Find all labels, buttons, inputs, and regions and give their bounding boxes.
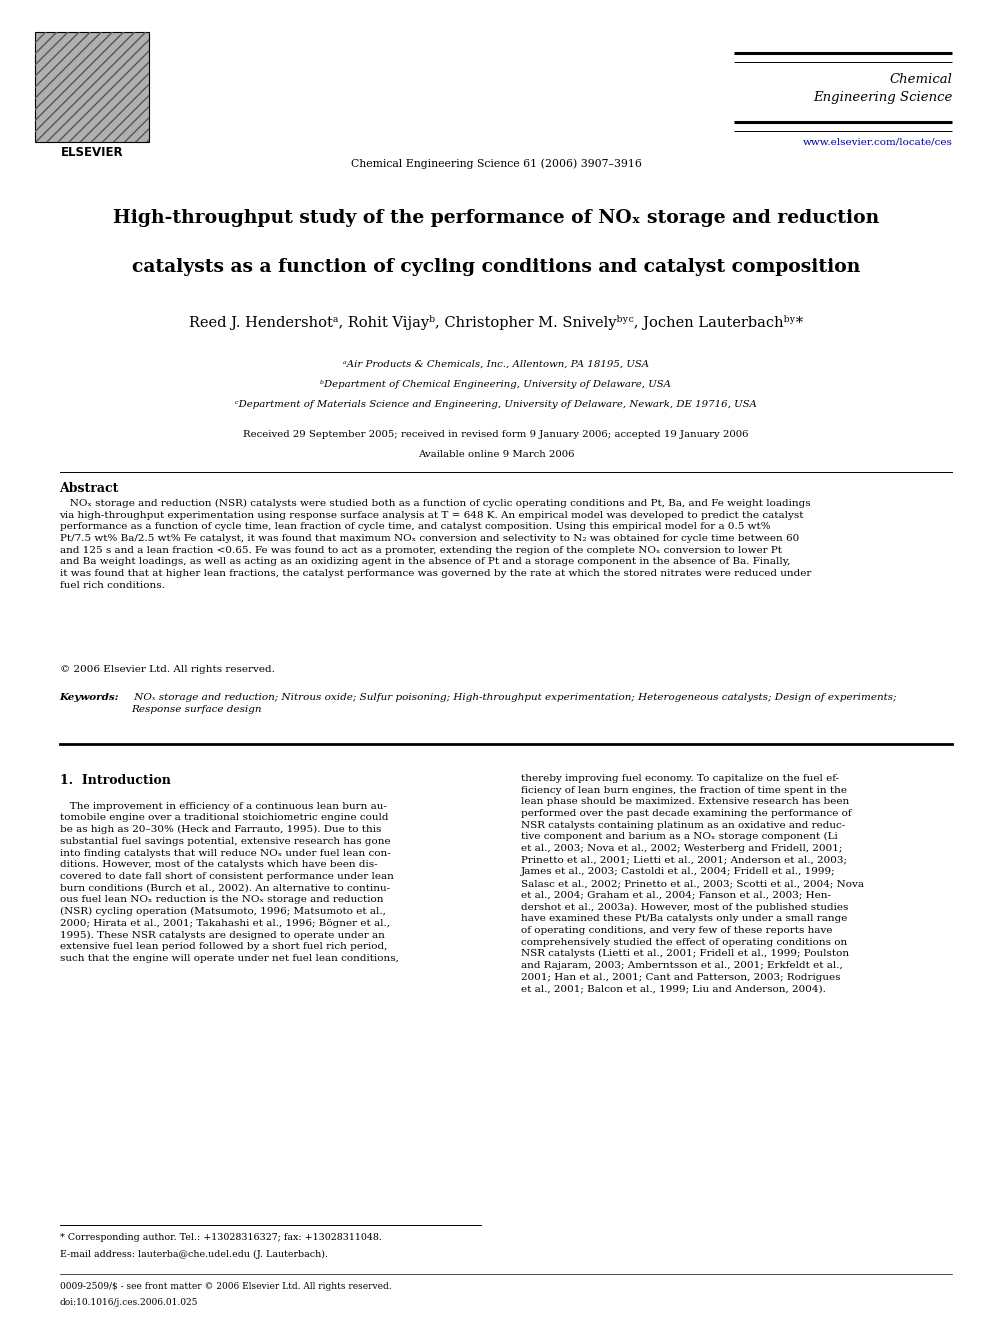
Text: Abstract: Abstract [60, 482, 119, 495]
Text: © 2006 Elsevier Ltd. All rights reserved.: © 2006 Elsevier Ltd. All rights reserved… [60, 665, 275, 675]
Bar [35, 32, 149, 142]
Text: 1.  Introduction: 1. Introduction [60, 774, 171, 787]
Text: ᵃAir Products & Chemicals, Inc., Allentown, PA 18195, USA: ᵃAir Products & Chemicals, Inc., Allento… [343, 360, 649, 369]
Text: Received 29 September 2005; received in revised form 9 January 2006; accepted 19: Received 29 September 2005; received in … [243, 430, 749, 439]
Text: ᵇDepartment of Chemical Engineering, University of Delaware, USA: ᵇDepartment of Chemical Engineering, Uni… [320, 380, 672, 389]
Text: thereby improving fuel economy. To capitalize on the fuel ef-
ficiency of lean b: thereby improving fuel economy. To capit… [521, 774, 864, 994]
Text: ᶜDepartment of Materials Science and Engineering, University of Delaware, Newark: ᶜDepartment of Materials Science and Eng… [235, 400, 757, 409]
Text: NOₓ storage and reduction; Nitrous oxide; Sulfur poisoning; High-throughput expe: NOₓ storage and reduction; Nitrous oxide… [131, 693, 897, 714]
Text: NOₓ storage and reduction (NSR) catalysts were studied both as a function of cyc: NOₓ storage and reduction (NSR) catalyst… [60, 499, 810, 590]
Bar [35, 32, 149, 142]
Text: E-mail address: lauterba@che.udel.edu (J. Lauterbach).: E-mail address: lauterba@che.udel.edu (J… [60, 1250, 327, 1259]
Text: 0009-2509/$ - see front matter © 2006 Elsevier Ltd. All rights reserved.: 0009-2509/$ - see front matter © 2006 El… [60, 1282, 391, 1291]
Text: High-throughput study of the performance of NOₓ storage and reduction: High-throughput study of the performance… [113, 209, 879, 228]
Text: www.elsevier.com/locate/ces: www.elsevier.com/locate/ces [803, 138, 952, 147]
Text: Keywords:: Keywords: [60, 693, 119, 703]
Text: doi:10.1016/j.ces.2006.01.025: doi:10.1016/j.ces.2006.01.025 [60, 1298, 198, 1307]
Text: * Corresponding author. Tel.: +13028316327; fax: +13028311048.: * Corresponding author. Tel.: +130283163… [60, 1233, 381, 1242]
Text: ELSEVIER: ELSEVIER [61, 146, 123, 159]
Text: Reed J. Hendershotᵃ, Rohit Vijayᵇ, Christopher M. Snivelyᵇʸᶜ, Jochen Lauterbachᵇ: Reed J. Hendershotᵃ, Rohit Vijayᵇ, Chris… [188, 315, 804, 329]
Text: Chemical Engineering Science 61 (2006) 3907–3916: Chemical Engineering Science 61 (2006) 3… [350, 159, 642, 169]
Text: catalysts as a function of cycling conditions and catalyst composition: catalysts as a function of cycling condi… [132, 258, 860, 277]
Text: The improvement in efficiency of a continuous lean burn au-
tomobile engine over: The improvement in efficiency of a conti… [60, 802, 399, 963]
Text: Available online 9 March 2006: Available online 9 March 2006 [418, 450, 574, 459]
Text: Chemical
Engineering Science: Chemical Engineering Science [813, 73, 952, 103]
